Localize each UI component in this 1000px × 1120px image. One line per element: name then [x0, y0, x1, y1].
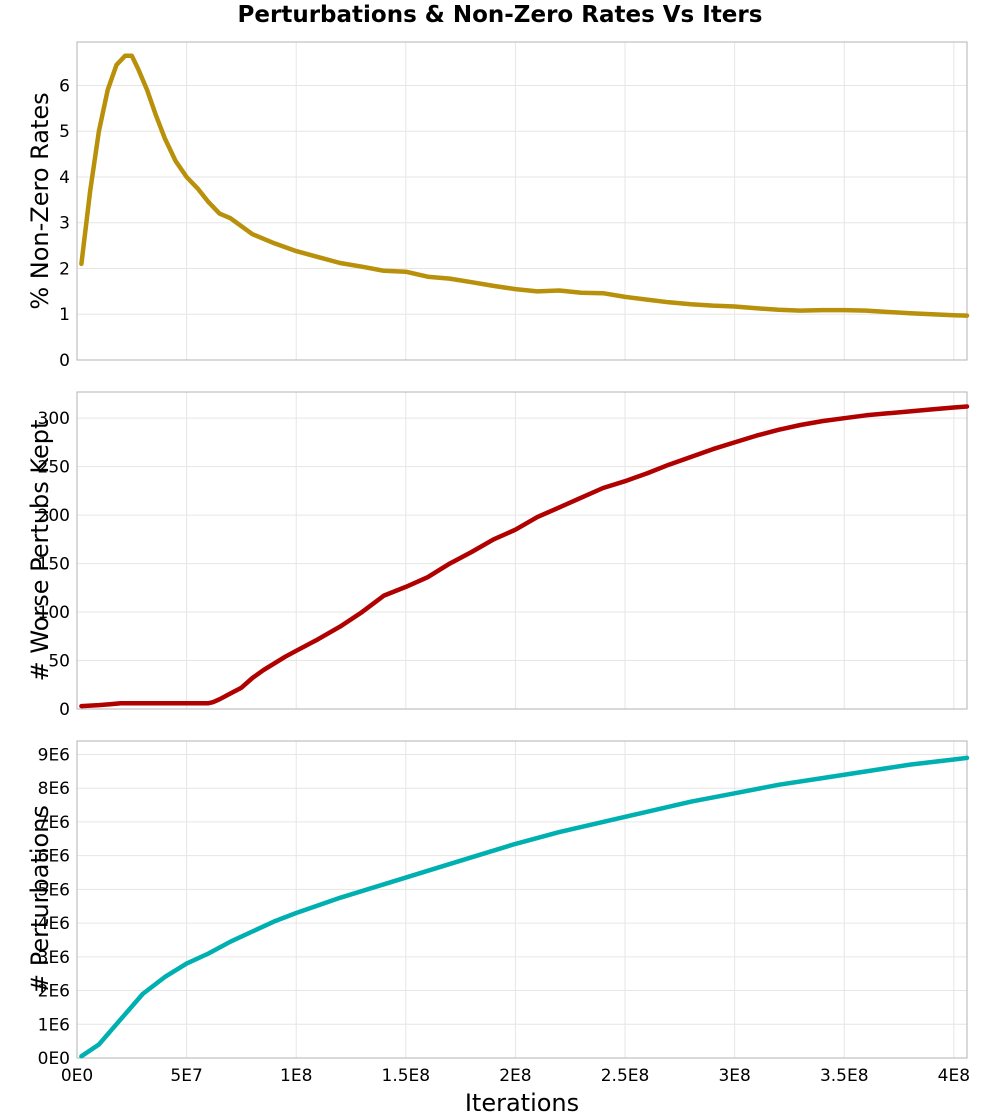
y-tick-label: 6: [59, 76, 70, 96]
y-tick-label: 7E6: [38, 813, 70, 833]
x-tick-label: 5E7: [170, 1066, 202, 1086]
y-tick-label: 50: [48, 652, 70, 672]
chart-title: Perturbations & Non-Zero Rates Vs Iters: [237, 2, 763, 28]
y-tick-label: 3: [59, 214, 70, 234]
y-tick-label: 9E6: [38, 745, 70, 765]
plot-frame: [76, 391, 968, 710]
y-tick-label: 0: [59, 700, 70, 720]
y-tick-label: 150: [38, 555, 70, 575]
y-tick-label: 3E6: [38, 948, 70, 968]
x-tick-label: 1.5E8: [382, 1066, 431, 1086]
y-tick-label: 8E6: [38, 779, 70, 799]
series-line: [79, 53, 970, 318]
x-tick-label: 2.5E8: [601, 1066, 650, 1086]
y-axis-label: % Non-Zero Rates: [26, 92, 54, 309]
x-tick-label: 3.5E8: [820, 1066, 869, 1086]
y-tick-label: 2E6: [38, 982, 70, 1002]
x-axis-label: Iterations: [465, 1089, 579, 1117]
plot-frame: [76, 41, 968, 361]
y-tick-label: 5E6: [38, 880, 70, 900]
y-tick-label: 200: [38, 506, 70, 526]
y-axis-label: # Worse Pertubs Kept: [26, 420, 54, 682]
series-line: [79, 404, 970, 709]
y-axis-label: # Perturbations: [26, 805, 54, 994]
plot-frame: [76, 740, 968, 1059]
y-tick-label: 1E6: [38, 1015, 70, 1035]
y-tick-label: 100: [38, 603, 70, 623]
x-tick-label: 3E8: [718, 1066, 750, 1086]
y-tick-label: 0E0: [38, 1049, 70, 1069]
y-tick-label: 6E6: [38, 847, 70, 867]
y-tick-label: 4: [59, 168, 70, 188]
y-tick-label: 0: [59, 351, 70, 371]
x-tick-label: 1E8: [280, 1066, 312, 1086]
y-tick-label: 2: [59, 259, 70, 279]
series-line: [79, 755, 970, 1059]
x-tick-label: 2E8: [499, 1066, 531, 1086]
x-tick-label: 4E8: [938, 1066, 970, 1086]
y-tick-label: 1: [59, 305, 70, 325]
y-tick-label: 300: [38, 409, 70, 429]
y-tick-label: 4E6: [38, 914, 70, 934]
y-tick-label: 5: [59, 122, 70, 142]
y-tick-label: 250: [38, 458, 70, 478]
x-tick-label: 0E0: [61, 1066, 93, 1086]
